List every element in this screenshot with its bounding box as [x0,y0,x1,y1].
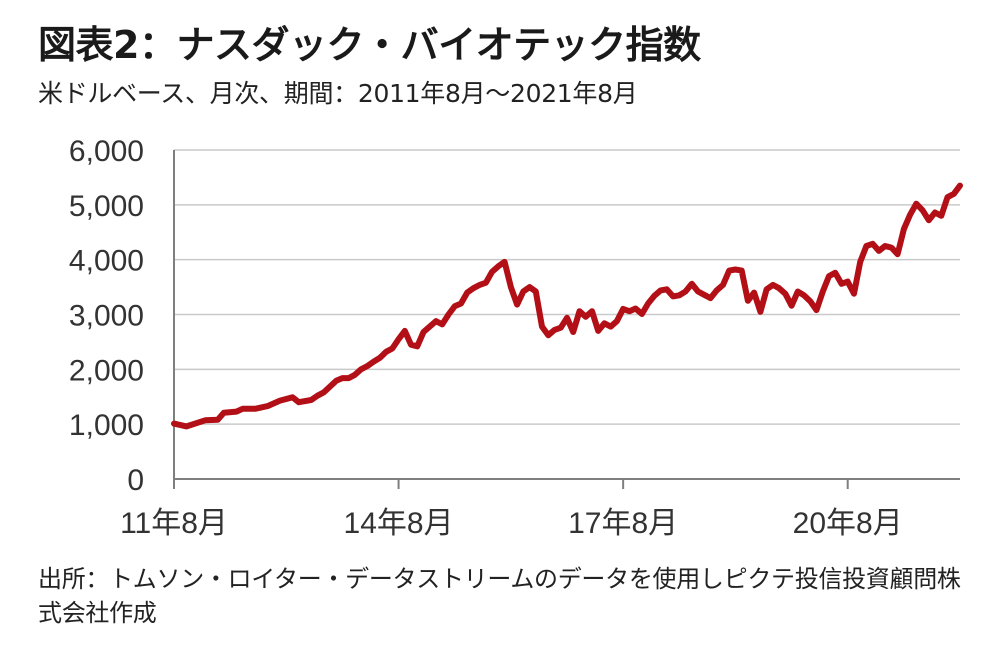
y-tick-label: 1,000 [69,409,144,442]
x-tick-label: 17年8月 [568,507,678,540]
series-line [171,182,963,430]
source-note: 出所：トムソン・ロイター・データストリームのデータを使用しピクテ投信投資顧問株式… [38,565,961,627]
y-tick-label: 0 [127,464,144,497]
y-tick-label: 6,000 [69,135,144,168]
y-tick-label: 2,000 [69,354,144,387]
y-tick-label: 4,000 [69,245,144,278]
x-tick-label: 11年8月 [120,507,228,540]
y-axis: 0 1,000 2,000 3,000 4,000 5,000 6,000 [69,135,175,497]
line-chart: 0 1,000 2,000 3,000 4,000 5,000 6,000 11年8月 14年… [69,135,963,540]
y-tick-label: 3,000 [69,300,144,333]
chart-title: 図表2：ナスダック・バイオテック指数 [38,23,701,67]
y-tick-label: 5,000 [69,190,144,223]
plot-area [171,182,963,430]
x-tick-label: 14年8月 [344,507,454,540]
x-axis: 11年8月 14年8月 17年8月 20年8月 [120,478,960,540]
x-tick-label: 20年8月 [793,507,903,540]
chart-subtitle: 米ドルベース、月次、期間：2011年8月～2021年8月 [38,79,638,108]
grid-lines [174,149,960,480]
